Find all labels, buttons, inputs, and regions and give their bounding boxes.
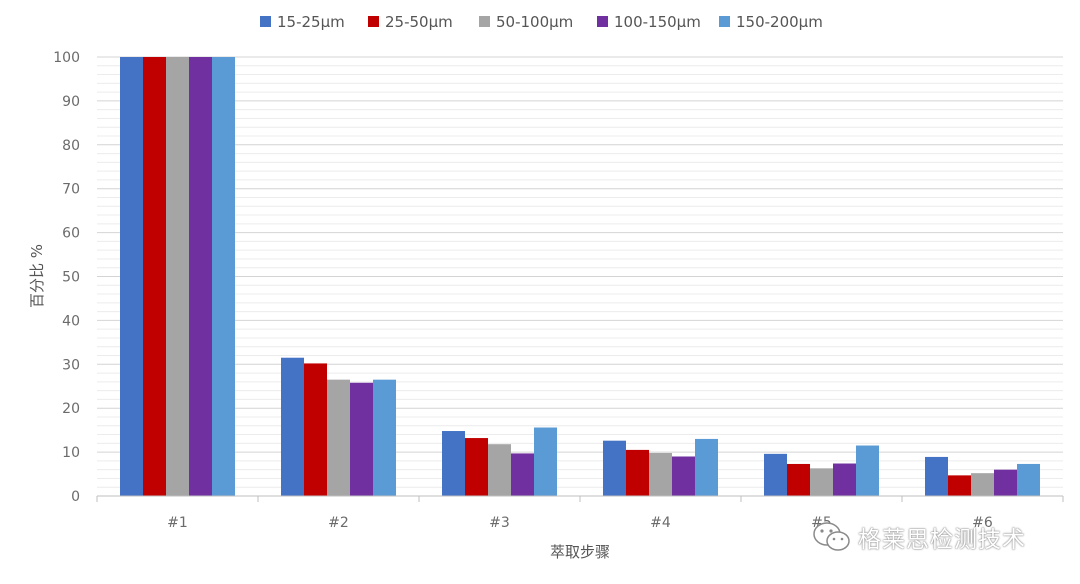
x-axis-title: 萃取步骤 [550, 543, 610, 561]
wechat-icon [813, 522, 850, 551]
bar [212, 57, 235, 496]
y-tick-label: 80 [62, 138, 80, 154]
legend-swatch [260, 16, 271, 27]
bar [948, 475, 971, 496]
bar [511, 453, 534, 496]
bar [350, 382, 373, 496]
bar [373, 379, 396, 496]
bars [120, 57, 1040, 496]
legend: 15-25μm 25-50μm 50-100μm 100-150μm 150-200μm [260, 13, 823, 31]
x-tick-label: #2 [328, 515, 349, 531]
bar [534, 427, 557, 496]
bar [304, 363, 327, 496]
y-tick-label: 40 [62, 313, 80, 329]
legend-swatch [597, 16, 608, 27]
y-axis-title: 百分比 % [28, 244, 46, 308]
x-tick-label: #1 [167, 515, 188, 531]
bar [442, 431, 465, 496]
legend-swatch [719, 16, 730, 27]
watermark-text: 格莱思检测技术 [858, 527, 1026, 553]
bar [856, 445, 879, 496]
y-tick-label: 10 [62, 445, 80, 461]
bar [695, 438, 718, 496]
legend-label: 50-100μm [496, 13, 573, 31]
bar [810, 468, 833, 496]
y-tick-label: 30 [62, 357, 80, 373]
bar [189, 57, 212, 496]
legend-label: 100-150μm [614, 13, 701, 31]
x-tick-label: #4 [650, 515, 671, 531]
y-axis-ticks: 0 10 20 30 40 50 60 70 80 90 100 [53, 50, 80, 505]
y-tick-label: 20 [62, 401, 80, 417]
y-tick-label: 90 [62, 94, 80, 110]
bar [488, 444, 511, 496]
bar [971, 473, 994, 496]
bar [603, 440, 626, 496]
bar [1017, 463, 1040, 496]
legend-swatch [479, 16, 490, 27]
x-tick-label: #6 [972, 515, 993, 531]
bar [120, 57, 143, 496]
x-tick-label: #3 [489, 515, 510, 531]
x-axis: #1 #2 #3 #4 #5 #6 [96, 495, 1064, 531]
y-tick-label: 0 [71, 489, 80, 505]
y-tick-label: 70 [62, 182, 80, 198]
bar [465, 438, 488, 496]
bar [833, 463, 856, 496]
watermark: 格莱思检测技术 [812, 520, 1026, 554]
bar [672, 456, 695, 496]
gridlines [97, 56, 1063, 497]
bar [649, 452, 672, 496]
bar [626, 449, 649, 496]
y-tick-label: 50 [62, 270, 80, 286]
bar [764, 453, 787, 496]
y-tick-label: 100 [53, 50, 80, 66]
legend-label: 15-25μm [277, 13, 345, 31]
legend-label: 150-200μm [736, 13, 823, 31]
bar [166, 57, 189, 496]
bar [994, 469, 1017, 496]
bar [281, 357, 304, 496]
y-tick-label: 60 [62, 226, 80, 242]
bar [925, 456, 948, 496]
bar [143, 57, 166, 496]
bar [327, 379, 350, 496]
bar [787, 463, 810, 496]
legend-swatch [368, 16, 379, 27]
legend-label: 25-50μm [385, 13, 453, 31]
